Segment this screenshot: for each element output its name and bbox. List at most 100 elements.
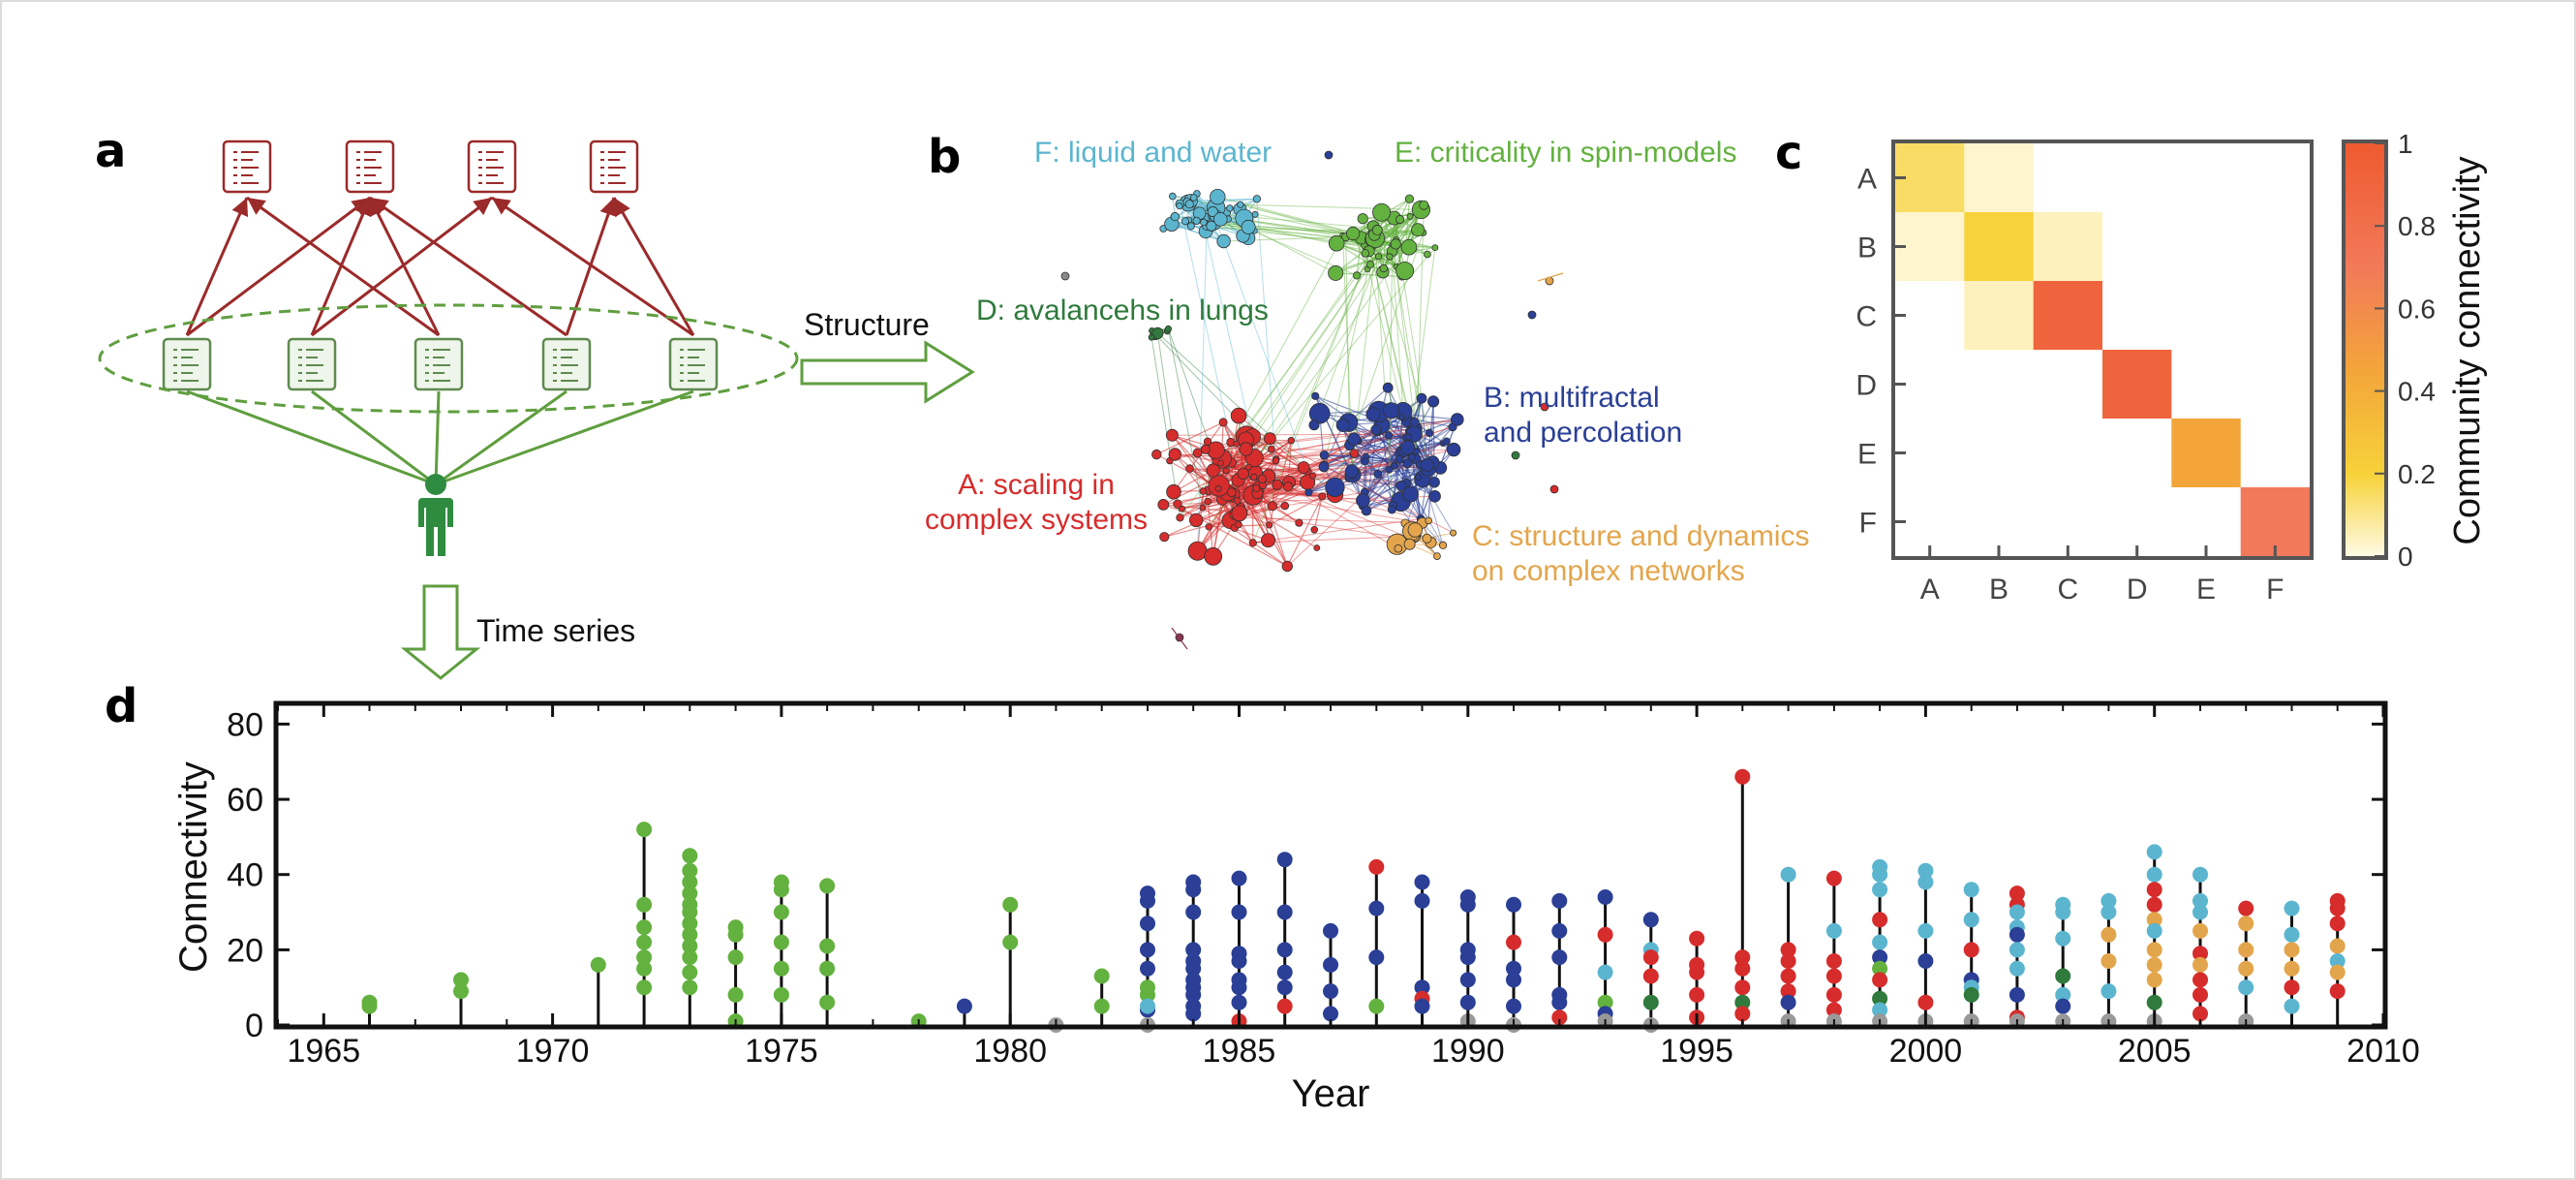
network-node (1310, 525, 1318, 534)
data-point (2238, 942, 2254, 958)
heatmap-cell (2240, 143, 2311, 213)
network-node (1214, 484, 1222, 492)
data-point (1140, 892, 1155, 909)
data-point (1459, 896, 1476, 913)
paper-icon (541, 337, 592, 391)
time-series-label: Time series (476, 613, 635, 648)
data-point (1551, 892, 1568, 909)
network-edge (1247, 226, 1336, 274)
data-point (1872, 866, 1888, 883)
data-point (1780, 983, 1796, 1000)
data-point (1872, 990, 1888, 1007)
network-node (1184, 200, 1194, 209)
network-node (1218, 418, 1228, 427)
paper-icon (287, 337, 337, 391)
data-point (2284, 942, 2300, 958)
data-point (1872, 972, 1888, 988)
network-node (1199, 487, 1208, 495)
network-edge (1174, 453, 1204, 492)
data-point (1185, 1006, 1202, 1022)
data-point (2009, 885, 2025, 902)
data-point (682, 949, 698, 966)
data-point (2329, 953, 2346, 969)
data-point (1459, 994, 1476, 1010)
network-node (1398, 413, 1405, 420)
network-edge (1373, 234, 1394, 506)
data-point (1780, 994, 1796, 1010)
heatmap-cell (2102, 487, 2172, 557)
network-node (1206, 463, 1220, 478)
data-point (2146, 994, 2162, 1010)
network-node (1233, 440, 1241, 448)
data-point (773, 960, 789, 977)
data-point (1414, 874, 1430, 890)
data-point (636, 934, 653, 950)
heatmap-cell (2102, 143, 2172, 213)
data-point (2146, 922, 2162, 939)
network-node (1192, 216, 1201, 225)
data-point (682, 926, 698, 943)
colorbar-ticks: 0 0.2 0.4 0.6 0.8 1 (2375, 129, 2436, 572)
time-series-arrow (400, 584, 481, 680)
y-tick-label: 80 (227, 706, 263, 743)
network-edge (1345, 236, 1351, 446)
network-node (1230, 407, 1247, 424)
data-point (1825, 1002, 1842, 1018)
data-point (2284, 979, 2300, 996)
network-edge (1272, 470, 1353, 507)
data-point (2101, 983, 2117, 1000)
heatmap-row-label: A (1857, 164, 1877, 196)
colorbar-tick-label: 0.8 (2398, 211, 2436, 241)
network-edge (1351, 230, 1378, 472)
network-node (1176, 202, 1183, 210)
data-point (1276, 852, 1293, 868)
network-node (1446, 442, 1461, 457)
network-edge (1403, 450, 1455, 534)
colorbar-tick-label: 1 (2398, 129, 2413, 159)
network-edge (1156, 332, 1173, 436)
network-node (1251, 210, 1259, 218)
network-node (1363, 452, 1370, 460)
network-edge (1237, 516, 1423, 524)
panel-b-label: b (928, 130, 961, 184)
network-edge (1362, 451, 1402, 501)
data-point (2101, 904, 2117, 920)
panel-a: a Structure Time series (95, 124, 975, 680)
chart-frame (273, 700, 2388, 1030)
paper-icon (668, 337, 719, 391)
data-point (727, 986, 744, 1003)
x-tick-label: 1965 (287, 1033, 360, 1070)
network-edge (1179, 203, 1232, 443)
network-node (1216, 233, 1231, 249)
data-point (1689, 930, 1705, 947)
network-node (1344, 464, 1360, 479)
data-point (1323, 983, 1338, 1000)
data-point (1368, 949, 1385, 966)
heatmap-cell (1895, 419, 1965, 488)
data-point (2101, 926, 2117, 943)
colorbar-tick-label: 0.4 (2398, 377, 2436, 407)
y-axis-label: Connectivity (172, 761, 215, 973)
network-node (1268, 445, 1275, 453)
data-point (819, 960, 836, 977)
data-point (1642, 968, 1659, 984)
network-node (1391, 461, 1398, 470)
network-node (1328, 234, 1345, 252)
network-edge (1313, 256, 1379, 425)
network-edge (1212, 214, 1346, 237)
network-node (1385, 465, 1394, 474)
data-point (1825, 870, 1842, 886)
network-node (1409, 417, 1420, 428)
data-point (1506, 960, 1521, 977)
heatmap-cell (2240, 281, 2311, 351)
data-point (2284, 998, 2300, 1014)
data-point (1689, 986, 1705, 1003)
network-node (1451, 413, 1464, 426)
citation-link (369, 196, 567, 337)
data-point (773, 904, 789, 920)
data-point (1368, 900, 1385, 916)
data-point (2009, 904, 2025, 920)
data-point (682, 862, 698, 879)
data-point (453, 983, 469, 1000)
